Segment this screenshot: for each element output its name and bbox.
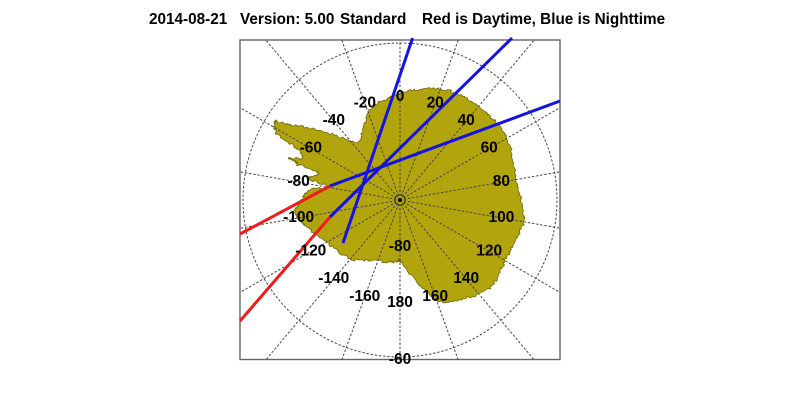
svg-text:-60: -60 xyxy=(389,351,411,368)
svg-text:-80: -80 xyxy=(287,173,309,190)
svg-text:-20: -20 xyxy=(354,94,376,111)
svg-text:160: 160 xyxy=(422,288,448,305)
svg-text:-160: -160 xyxy=(349,288,380,305)
svg-text:120: 120 xyxy=(476,243,502,260)
svg-text:20: 20 xyxy=(427,94,444,111)
svg-text:-120: -120 xyxy=(295,243,326,260)
svg-text:-40: -40 xyxy=(323,112,345,129)
svg-text:-60: -60 xyxy=(300,140,322,157)
svg-text:140: 140 xyxy=(453,270,479,287)
svg-text:60: 60 xyxy=(481,140,498,157)
svg-text:80: 80 xyxy=(493,173,510,190)
svg-text:-140: -140 xyxy=(318,270,349,287)
svg-text:0: 0 xyxy=(396,88,405,105)
svg-text:40: 40 xyxy=(458,112,475,129)
svg-text:100: 100 xyxy=(488,209,514,226)
svg-text:-100: -100 xyxy=(283,209,314,226)
svg-text:-80: -80 xyxy=(389,238,411,255)
svg-text:180: 180 xyxy=(387,294,413,311)
